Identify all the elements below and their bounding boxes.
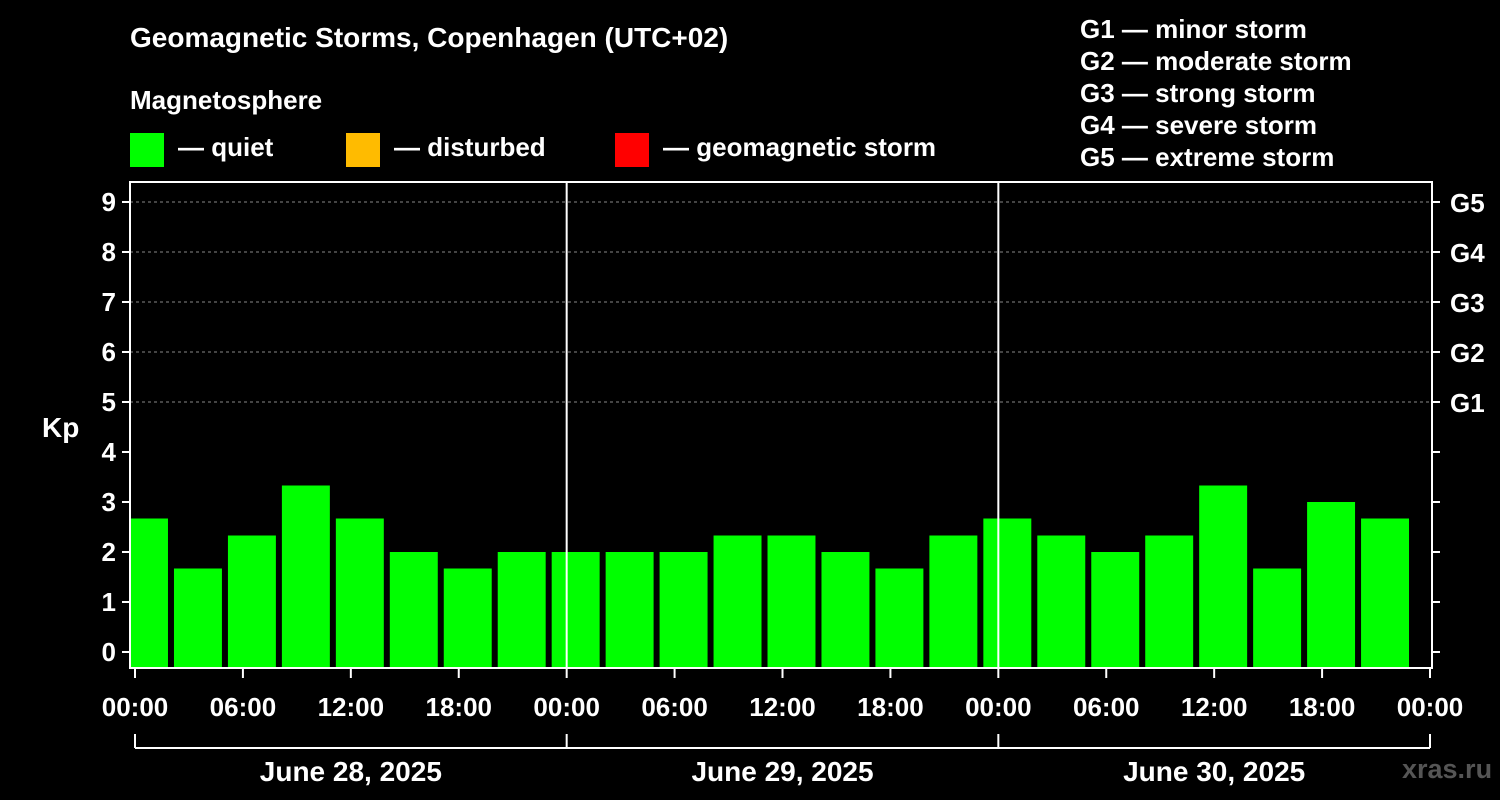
kp-bar: [983, 518, 1032, 668]
legend-swatch-storm: [615, 133, 649, 167]
y-tick-label: 6: [102, 337, 116, 367]
legend-swatch-disturbed: [346, 133, 380, 167]
g-axis-label: G2: [1450, 338, 1485, 368]
x-tick-label: 06:00: [641, 692, 708, 722]
x-tick-label: 18:00: [1289, 692, 1356, 722]
y-tick-label: 0: [102, 637, 116, 667]
plot-frame: [129, 181, 1433, 669]
y-tick-label: 2: [102, 537, 116, 567]
y-tick-label: 8: [102, 237, 116, 267]
x-tick-label: 00:00: [965, 692, 1032, 722]
kp-bar: [605, 552, 654, 668]
kp-bar: [1307, 502, 1356, 668]
kp-bar: [335, 518, 384, 668]
legend-swatch-quiet: [130, 133, 164, 167]
g-axis-label: G4: [1450, 238, 1485, 268]
g-level-g2: G2 — moderate storm: [1080, 46, 1352, 76]
g-level-g1: G1 — minor storm: [1080, 14, 1307, 44]
kp-bar: [713, 535, 762, 668]
x-tick-label: 12:00: [1181, 692, 1248, 722]
day-label: June 28, 2025: [260, 756, 442, 787]
kp-bar: [1361, 518, 1410, 668]
kp-bar: [1199, 485, 1248, 668]
g-level-g3: G3 — strong storm: [1080, 78, 1316, 108]
x-tick-label: 00:00: [1397, 692, 1464, 722]
legend-title: Magnetosphere: [130, 85, 323, 115]
y-axis-label: Kp: [42, 412, 80, 443]
kp-bar: [551, 552, 600, 668]
y-tick-label: 7: [102, 287, 116, 317]
g-axis-label: G1: [1450, 388, 1485, 418]
legend-label-disturbed: — disturbed: [394, 131, 546, 162]
y-tick-label: 4: [102, 437, 117, 467]
x-tick-label: 06:00: [1073, 692, 1140, 722]
kp-bar: [929, 535, 978, 668]
legend-item-storm: — geomagnetic storm: [615, 131, 937, 167]
day-label: June 29, 2025: [691, 756, 873, 787]
g-level-g5: G5 — extreme storm: [1080, 142, 1335, 172]
g-axis-label: G3: [1450, 288, 1485, 318]
day-label: June 30, 2025: [1123, 756, 1305, 787]
kp-bar: [281, 485, 330, 668]
x-tick-label: 18:00: [857, 692, 924, 722]
kp-bar: [875, 568, 924, 668]
legend-label-quiet: — quiet: [178, 131, 274, 162]
x-tick-label: 00:00: [102, 692, 169, 722]
x-tick-label: 18:00: [426, 692, 493, 722]
kp-bar: [131, 518, 168, 668]
x-tick-label: 12:00: [318, 692, 385, 722]
kp-bar: [443, 568, 492, 668]
kp-bar: [659, 552, 708, 668]
legend-item-disturbed: — disturbed: [346, 131, 546, 167]
kp-bar: [1145, 535, 1194, 668]
kp-bar: [1253, 568, 1302, 668]
legend-item-quiet: — quiet: [130, 131, 274, 167]
g-level-g4: G4 — severe storm: [1080, 110, 1318, 140]
y-tick-label: 3: [102, 487, 116, 517]
legend-label-storm: — geomagnetic storm: [663, 131, 937, 162]
x-tick-label: 12:00: [749, 692, 816, 722]
kp-bar: [227, 535, 276, 668]
y-tick-label: 9: [102, 187, 116, 217]
y-tick-label: 1: [102, 587, 116, 617]
kp-bar: [497, 552, 546, 668]
kp-bar: [1091, 552, 1140, 668]
g-axis-label: G5: [1450, 188, 1485, 218]
x-tick-label: 06:00: [210, 692, 277, 722]
kp-bar: [1037, 535, 1086, 668]
x-tick-label: 00:00: [533, 692, 600, 722]
kp-bar: [389, 552, 438, 668]
kp-bar: [821, 552, 870, 668]
watermark: xras.ru: [1402, 754, 1493, 784]
kp-bar: [767, 535, 816, 668]
kp-bar: [173, 568, 222, 668]
chart-title: Geomagnetic Storms, Copenhagen (UTC+02): [130, 22, 729, 53]
y-tick-label: 5: [102, 387, 116, 417]
